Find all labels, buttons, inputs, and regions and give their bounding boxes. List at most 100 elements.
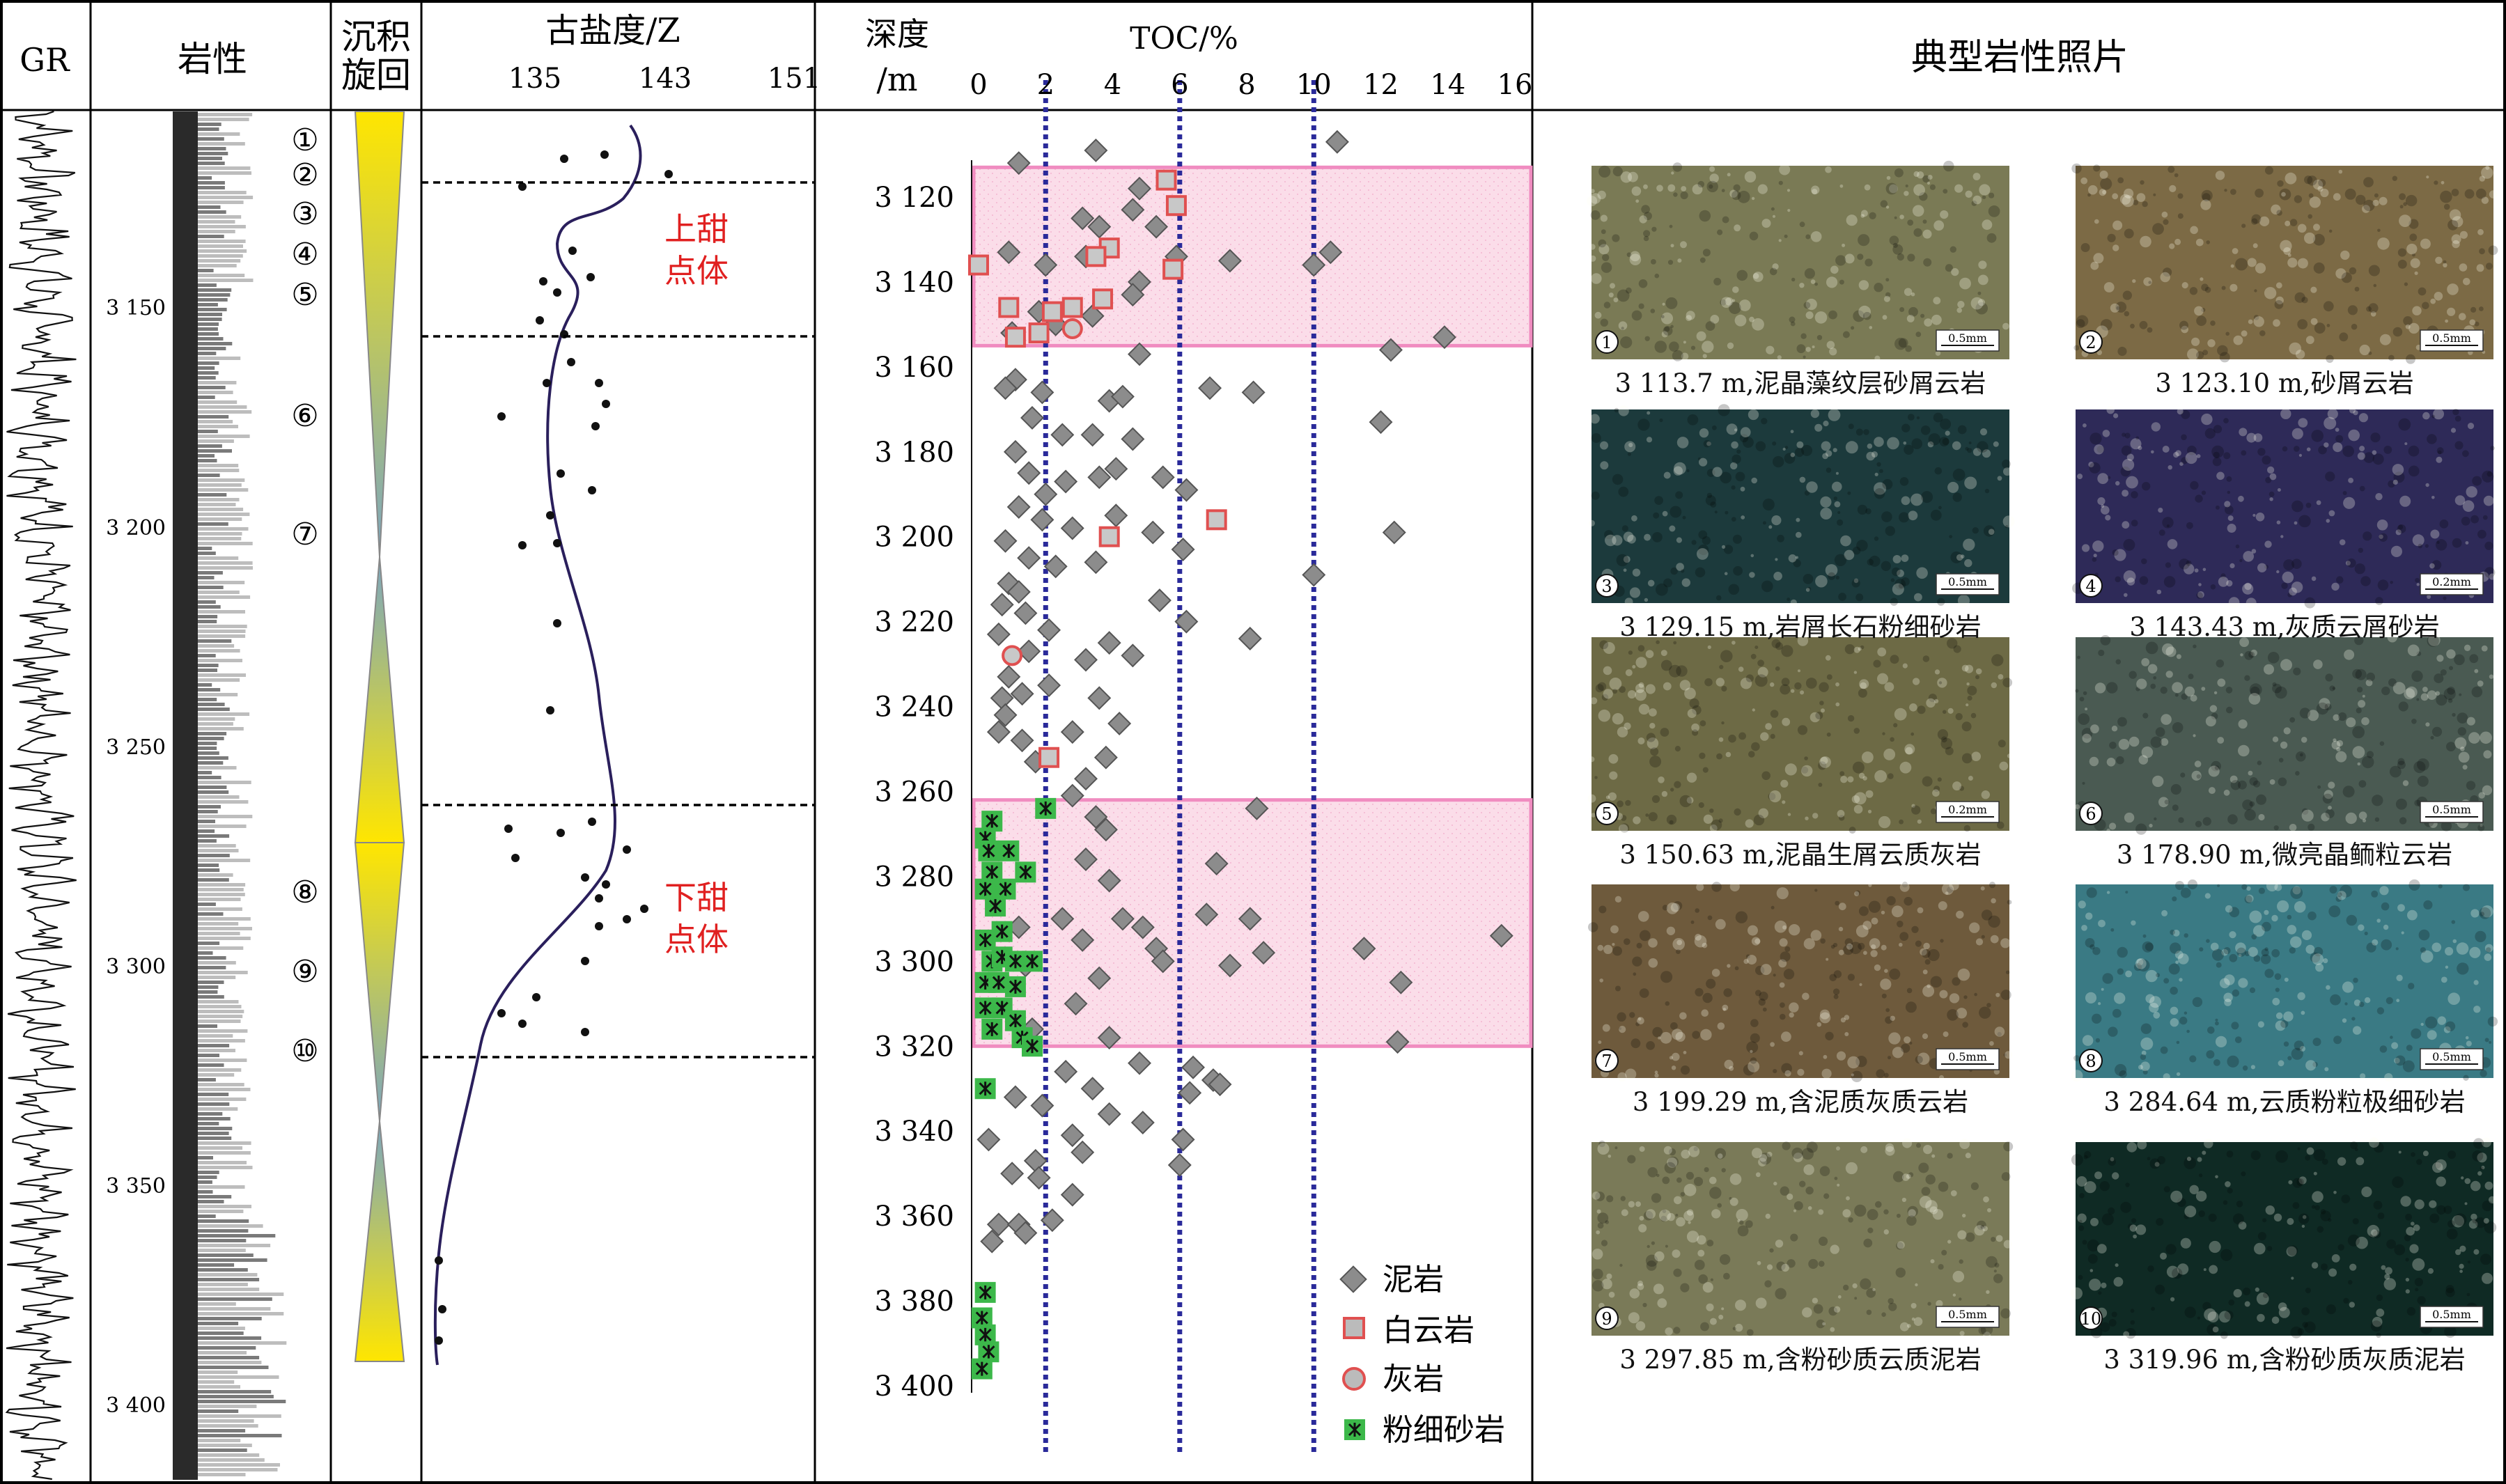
photo-texture — [1907, 1205, 1918, 1217]
photo-number-badge — [1595, 1049, 1619, 1072]
photo-texture — [1883, 749, 1896, 760]
photo-texture — [1959, 786, 1965, 791]
photo-texture — [1942, 710, 1947, 714]
photo-texture — [1752, 273, 1759, 279]
photo-texture — [2225, 331, 2229, 336]
lithology-bar — [198, 118, 249, 121]
photo-texture — [2320, 1209, 2326, 1214]
photo-texture — [1638, 911, 1649, 922]
photo-texture — [1709, 166, 1715, 172]
lithology-bar — [198, 829, 215, 833]
photo-texture — [2445, 1021, 2456, 1032]
photo-texture — [2000, 938, 2011, 948]
photo-texture — [2484, 1038, 2489, 1042]
salinity-dot — [560, 155, 568, 163]
photo-texture — [1956, 910, 1964, 919]
photo-texture — [2257, 760, 2262, 765]
photo-texture — [2409, 1244, 2419, 1253]
photo-texture — [2427, 1268, 2434, 1274]
photo-texture — [1669, 1056, 1673, 1060]
photo-texture — [1670, 903, 1680, 912]
photo-texture — [1679, 680, 1691, 691]
photo-texture — [2204, 1139, 2213, 1148]
photo-texture — [1901, 1173, 1910, 1181]
photo-texture — [2397, 904, 2405, 912]
photo-texture — [1828, 409, 1841, 421]
photo-texture — [2202, 350, 2209, 356]
photo-texture — [1721, 685, 1727, 692]
photo-texture — [1787, 209, 1791, 212]
point-mudstone — [993, 529, 1018, 553]
photo-texture — [2327, 408, 2338, 420]
photo-texture — [1890, 1015, 1895, 1022]
lithology-bar — [198, 932, 240, 935]
photo-texture — [1589, 414, 1600, 424]
photo-texture — [2266, 880, 2278, 892]
photo-texture — [1822, 453, 1829, 460]
photo-texture — [2455, 1249, 2461, 1256]
photo-texture — [1810, 279, 1816, 284]
photo-texture — [2290, 1326, 2303, 1338]
photo-texture — [2255, 1287, 2259, 1292]
photo-texture — [1663, 578, 1673, 588]
photo-texture — [1644, 533, 1651, 541]
photo-texture — [1855, 890, 1861, 896]
photo-texture — [1881, 993, 1887, 999]
photo-texture — [2366, 672, 2375, 682]
photo-texture — [1877, 673, 1888, 685]
photo-texture — [1782, 717, 1791, 726]
lithology-bar — [198, 1015, 243, 1018]
photo-texture — [2172, 682, 2184, 694]
photo-texture — [2345, 812, 2357, 825]
photo-number: 2 — [2085, 333, 2096, 352]
photo-texture — [1829, 347, 1837, 356]
photo-texture — [1635, 1022, 1640, 1026]
photo-texture — [2480, 1166, 2484, 1171]
photo-texture — [2422, 302, 2429, 310]
photo-texture — [1884, 969, 1888, 973]
lithology-bar — [198, 322, 219, 326]
photo-texture — [1928, 694, 1937, 703]
photo-texture — [1952, 492, 1962, 502]
photo-texture — [2184, 933, 2188, 938]
lithology-bar — [198, 517, 242, 521]
photo-number: 10 — [2080, 1309, 2102, 1329]
photo-texture — [1927, 175, 1933, 180]
photo-image — [1591, 637, 2009, 831]
point-siltstone-cross — [1002, 843, 1015, 858]
photo-texture — [1837, 519, 1844, 526]
photo-texture — [2115, 481, 2120, 486]
photo-texture — [2280, 240, 2292, 252]
photo-texture — [2204, 893, 2211, 899]
photo-texture — [2218, 577, 2229, 587]
lithology-bar — [198, 654, 216, 657]
photo-texture — [2181, 282, 2188, 289]
photo-texture — [2141, 1050, 2147, 1056]
photo-texture — [1673, 1327, 1681, 1334]
salinity-dot — [497, 1009, 506, 1017]
photo-texture — [1745, 819, 1754, 828]
photo-texture — [2379, 741, 2385, 746]
photo-texture — [2267, 652, 2280, 664]
photo-texture — [1735, 471, 1745, 482]
photo-texture — [2323, 301, 2334, 312]
photo-texture — [2256, 794, 2266, 805]
lithology-bar — [198, 1234, 276, 1237]
photo-texture — [2179, 559, 2190, 570]
photo-texture — [2077, 655, 2080, 659]
point-mudstone — [1121, 643, 1145, 668]
photo-texture — [1913, 228, 1922, 237]
photo-texture — [1757, 1260, 1761, 1265]
photo-texture — [1940, 939, 1944, 943]
photo-texture — [1696, 883, 1704, 891]
photo-texture — [2195, 238, 2204, 247]
lithology-bar — [198, 1307, 271, 1311]
photo-texture — [1592, 1268, 1603, 1280]
point-mudstone — [1034, 482, 1058, 506]
photo-texture — [1647, 579, 1655, 587]
lithology-bar — [198, 1453, 260, 1457]
photo-texture — [1769, 267, 1777, 276]
photo-texture — [2447, 283, 2459, 295]
photo-texture — [1614, 896, 1622, 903]
photo-texture — [2297, 992, 2305, 1001]
